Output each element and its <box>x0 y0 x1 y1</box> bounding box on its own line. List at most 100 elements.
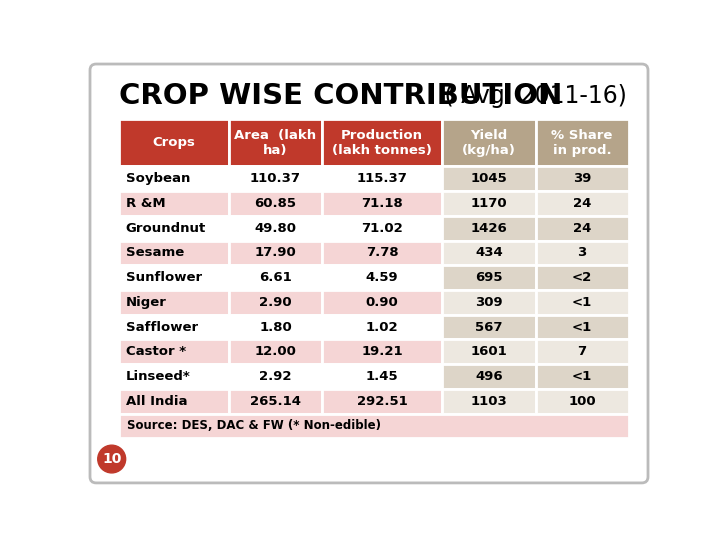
Bar <box>229 191 322 216</box>
Text: Groundnut: Groundnut <box>126 222 206 235</box>
Bar <box>120 119 229 166</box>
Bar <box>536 265 629 290</box>
Bar <box>536 340 629 364</box>
Bar <box>120 414 629 438</box>
Bar <box>443 340 536 364</box>
Bar <box>536 290 629 315</box>
Bar <box>322 191 443 216</box>
Bar <box>443 315 536 340</box>
Bar <box>120 290 229 315</box>
Bar <box>229 290 322 315</box>
Text: ( Avg. 2011-16): ( Avg. 2011-16) <box>437 84 627 107</box>
Text: 19.21: 19.21 <box>361 345 403 359</box>
Bar <box>443 241 536 265</box>
Bar <box>443 265 536 290</box>
Bar <box>120 166 229 191</box>
Bar <box>322 166 443 191</box>
Bar <box>536 389 629 414</box>
Text: 1.80: 1.80 <box>259 321 292 334</box>
Bar <box>443 191 536 216</box>
Text: 2.90: 2.90 <box>259 296 292 309</box>
Circle shape <box>98 445 126 473</box>
Text: 265.14: 265.14 <box>250 395 301 408</box>
Bar <box>322 290 443 315</box>
Text: 1426: 1426 <box>471 222 508 235</box>
Bar <box>443 166 536 191</box>
Text: 100: 100 <box>568 395 596 408</box>
Text: 24: 24 <box>573 222 591 235</box>
Bar <box>322 315 443 340</box>
Bar <box>120 241 229 265</box>
Bar <box>322 340 443 364</box>
Text: 7: 7 <box>577 345 587 359</box>
Text: 1045: 1045 <box>471 172 508 185</box>
Bar <box>120 389 229 414</box>
Text: % Share
in prod.: % Share in prod. <box>552 129 613 157</box>
Text: All India: All India <box>126 395 187 408</box>
Text: 496: 496 <box>475 370 503 383</box>
Text: 2.92: 2.92 <box>259 370 292 383</box>
Text: 567: 567 <box>475 321 503 334</box>
Bar <box>120 340 229 364</box>
Text: 6.61: 6.61 <box>259 271 292 284</box>
Bar <box>120 216 229 241</box>
Bar <box>229 216 322 241</box>
Text: 39: 39 <box>573 172 591 185</box>
Text: 1601: 1601 <box>471 345 508 359</box>
Text: Sunflower: Sunflower <box>126 271 202 284</box>
Bar <box>229 389 322 414</box>
Bar <box>229 119 322 166</box>
Bar <box>536 241 629 265</box>
Text: <1: <1 <box>572 370 593 383</box>
Bar <box>443 290 536 315</box>
Text: Castor *: Castor * <box>126 345 186 359</box>
Bar <box>443 119 536 166</box>
Text: 115.37: 115.37 <box>357 172 408 185</box>
Text: 49.80: 49.80 <box>254 222 297 235</box>
Bar <box>120 265 229 290</box>
Bar <box>322 216 443 241</box>
Text: Soybean: Soybean <box>126 172 190 185</box>
Text: 110.37: 110.37 <box>250 172 301 185</box>
Text: 434: 434 <box>475 246 503 259</box>
Text: 71.02: 71.02 <box>361 222 403 235</box>
Text: 1.02: 1.02 <box>366 321 399 334</box>
Text: Yield
(kg/ha): Yield (kg/ha) <box>462 129 516 157</box>
Text: 60.85: 60.85 <box>254 197 297 210</box>
Bar <box>120 191 229 216</box>
Bar <box>322 119 443 166</box>
Bar <box>322 241 443 265</box>
Text: 17.90: 17.90 <box>255 246 297 259</box>
Text: CROP WISE CONTRIBUTION: CROP WISE CONTRIBUTION <box>120 82 563 110</box>
Text: 7.78: 7.78 <box>366 246 399 259</box>
Text: <2: <2 <box>572 271 593 284</box>
Text: 0.90: 0.90 <box>366 296 399 309</box>
Bar <box>229 315 322 340</box>
Bar <box>120 315 229 340</box>
Bar <box>536 216 629 241</box>
Bar <box>443 364 536 389</box>
Bar <box>229 265 322 290</box>
FancyBboxPatch shape <box>90 64 648 483</box>
Bar <box>229 166 322 191</box>
Text: 24: 24 <box>573 197 591 210</box>
Bar <box>120 364 229 389</box>
Text: Linseed*: Linseed* <box>126 370 190 383</box>
Text: <1: <1 <box>572 321 593 334</box>
Text: 3: 3 <box>577 246 587 259</box>
Bar <box>322 389 443 414</box>
Text: 12.00: 12.00 <box>255 345 297 359</box>
Text: Area  (lakh
ha): Area (lakh ha) <box>235 129 317 157</box>
Text: Niger: Niger <box>126 296 166 309</box>
Text: 695: 695 <box>475 271 503 284</box>
Bar <box>229 364 322 389</box>
Text: 309: 309 <box>475 296 503 309</box>
Bar <box>322 265 443 290</box>
Text: <1: <1 <box>572 296 593 309</box>
Text: 1.45: 1.45 <box>366 370 399 383</box>
Text: 292.51: 292.51 <box>357 395 408 408</box>
Bar <box>322 364 443 389</box>
Bar <box>229 241 322 265</box>
Text: 10: 10 <box>102 452 122 466</box>
Bar <box>443 216 536 241</box>
